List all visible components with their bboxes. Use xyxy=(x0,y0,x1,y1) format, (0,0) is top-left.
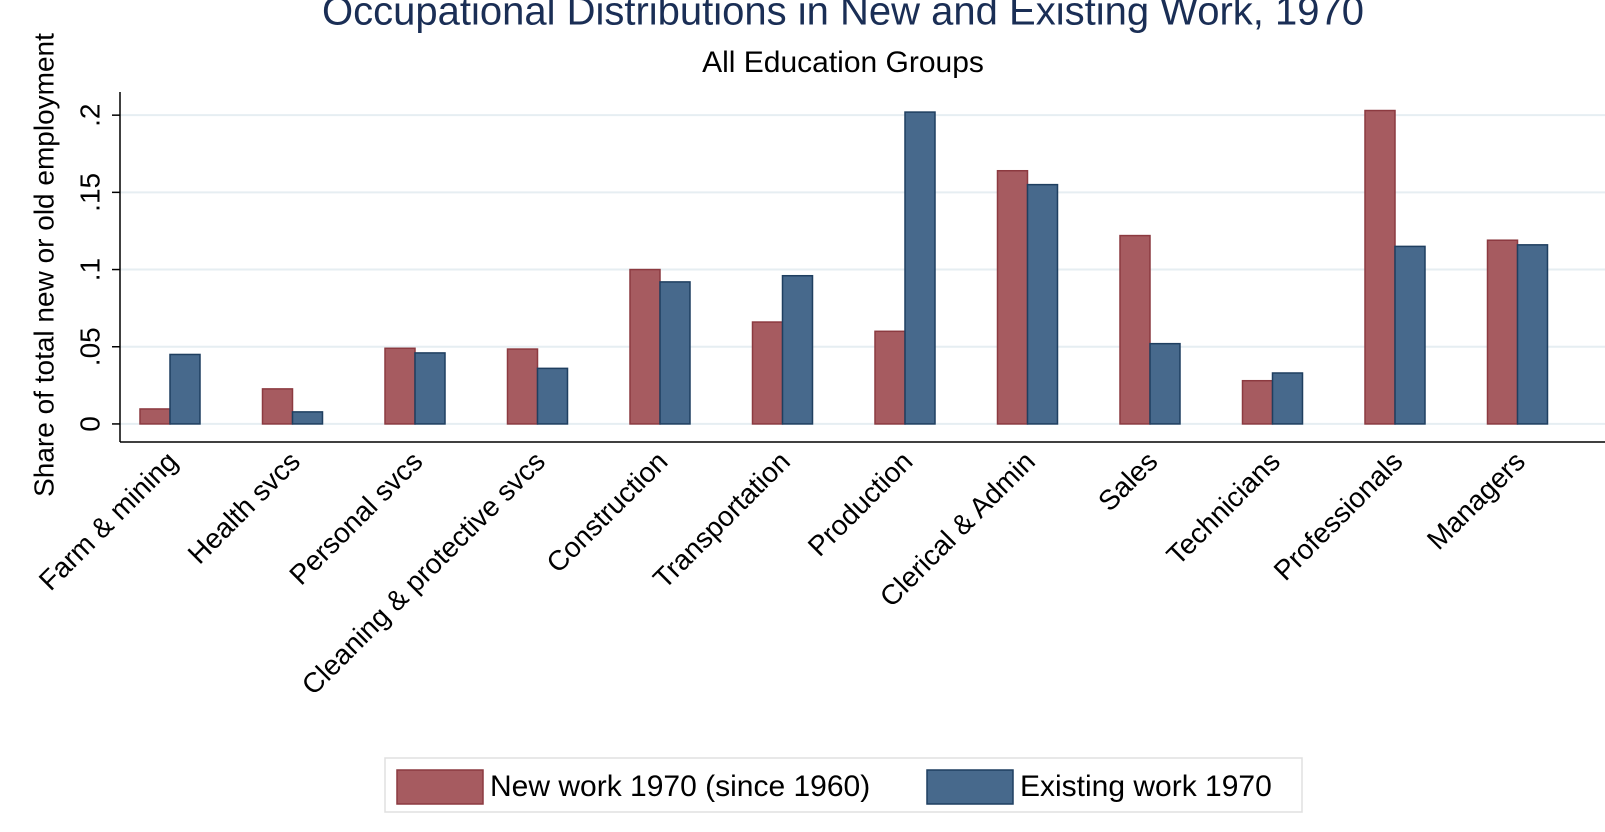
bar xyxy=(874,330,906,425)
bar xyxy=(781,274,814,425)
chart-title: Occupational Distributions in New and Ex… xyxy=(322,0,1364,34)
bar xyxy=(1149,342,1181,425)
bar xyxy=(1394,245,1426,425)
x-tick-label: Managers xyxy=(1421,446,1531,556)
bar xyxy=(1516,244,1549,425)
bar xyxy=(1271,372,1304,425)
bar xyxy=(536,367,569,425)
x-tick-label: Professionals xyxy=(1268,446,1409,587)
bar xyxy=(384,347,416,425)
legend-label: Existing work 1970 xyxy=(1020,770,1272,803)
x-tick-label: Health svcs xyxy=(182,446,306,570)
legend-swatch xyxy=(396,769,484,805)
bar xyxy=(414,352,446,425)
y-tick-label: .05 xyxy=(74,327,105,366)
legend-label: New work 1970 (since 1960) xyxy=(490,770,870,803)
y-tick-label: .1 xyxy=(74,258,105,281)
x-tick-label: Production xyxy=(802,446,919,563)
chart-subtitle: All Education Groups xyxy=(702,46,984,79)
x-tick-label: Sales xyxy=(1092,446,1163,517)
bar xyxy=(291,411,324,425)
bar xyxy=(629,268,661,425)
x-tick-label: Construction xyxy=(540,446,673,579)
bar xyxy=(1486,239,1519,425)
bar xyxy=(751,321,784,425)
bar xyxy=(659,281,691,425)
bar xyxy=(261,388,294,425)
bar xyxy=(1241,379,1274,425)
bar xyxy=(139,408,171,425)
bar xyxy=(904,111,936,425)
bar xyxy=(996,169,1029,425)
y-tick-label: .15 xyxy=(74,173,105,212)
y-tick-label: 0 xyxy=(74,416,105,432)
bar xyxy=(1364,109,1396,425)
bar xyxy=(506,348,539,425)
bar xyxy=(1026,183,1059,425)
x-tick-label: Technicians xyxy=(1161,446,1286,571)
bar xyxy=(1119,234,1151,425)
y-axis-label: Share of total new or old employment xyxy=(28,33,59,497)
x-tick-label: Cleaning & protective svcs xyxy=(296,446,551,701)
legend-box xyxy=(384,757,1303,813)
y-tick-label: .2 xyxy=(74,103,105,126)
bar xyxy=(169,353,201,425)
legend-swatch xyxy=(926,769,1014,805)
